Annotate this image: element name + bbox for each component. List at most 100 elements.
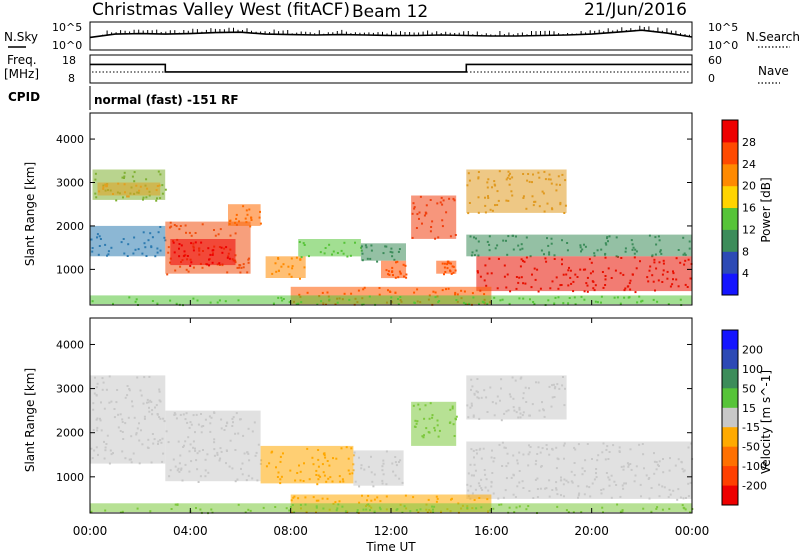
- power-speck: [298, 293, 301, 296]
- velocity-speck: [467, 416, 470, 419]
- velocity-ytick-label: 1000: [56, 471, 84, 484]
- power-speck: [238, 266, 240, 269]
- power-speck: [346, 255, 349, 258]
- velocity-speck: [126, 394, 129, 397]
- velocity-speck: [538, 409, 541, 412]
- velocity-speck: [528, 444, 530, 447]
- power-speck: [522, 197, 525, 199]
- power-speck: [411, 212, 414, 215]
- velocity-speck: [96, 429, 99, 432]
- velocity-speck: [113, 408, 116, 410]
- velocity-speck: [381, 479, 384, 482]
- power-speck: [248, 208, 251, 211]
- power-speck: [667, 303, 670, 306]
- velocity-speck: [473, 474, 475, 477]
- velocity-speck: [478, 484, 481, 487]
- power-speck: [156, 251, 159, 254]
- velocity-speck: [262, 506, 265, 509]
- velocity-speck: [148, 406, 150, 409]
- velocity-speck: [605, 472, 608, 474]
- velocity-speck: [480, 506, 483, 509]
- power-speck: [245, 209, 248, 212]
- velocity-speck: [597, 454, 600, 457]
- velocity-speck: [477, 482, 480, 485]
- power-speck: [394, 291, 397, 294]
- velocity-speck: [155, 404, 158, 407]
- velocity-speck: [595, 468, 598, 470]
- velocity-speck: [192, 440, 195, 443]
- power-speck: [178, 255, 181, 258]
- velocity-speck: [225, 425, 228, 427]
- velocity-speck: [436, 497, 439, 500]
- velocity-speck: [373, 498, 376, 501]
- power-speck: [651, 254, 654, 257]
- velocity-speck: [177, 467, 180, 470]
- power-speck: [462, 301, 465, 304]
- velocity-speck: [577, 485, 580, 488]
- power-speck: [236, 266, 239, 269]
- power-speck: [295, 256, 298, 259]
- power-speck: [586, 276, 589, 279]
- power-speck: [468, 179, 471, 182]
- velocity-speck: [404, 494, 407, 497]
- power-speck: [449, 270, 452, 273]
- velocity-speck: [548, 453, 551, 456]
- velocity-speck: [150, 401, 153, 403]
- velocity-speck: [522, 392, 525, 395]
- velocity-speck: [434, 429, 436, 432]
- velocity-speck: [522, 411, 525, 414]
- power-speck: [96, 233, 99, 236]
- power-speck: [398, 270, 401, 273]
- velocity-speck: [528, 387, 530, 390]
- power-speck: [583, 298, 586, 301]
- power-region-1: [97, 182, 161, 196]
- velocity-speck: [661, 485, 664, 488]
- velocity-colorbar-tick: 15: [742, 402, 756, 415]
- power-speck: [213, 229, 215, 231]
- velocity-speck: [506, 452, 509, 455]
- velocity-speck: [136, 376, 139, 379]
- velocity-speck: [146, 401, 148, 404]
- velocity-speck: [312, 496, 315, 499]
- power-speck: [658, 239, 661, 242]
- velocity-speck: [541, 401, 543, 404]
- velocity-speck: [206, 453, 209, 456]
- velocity-speck: [616, 503, 619, 506]
- power-speck: [521, 247, 524, 250]
- power-speck: [515, 276, 518, 278]
- velocity-speck: [621, 510, 624, 513]
- power-speck: [391, 255, 394, 258]
- power-speck: [370, 249, 373, 252]
- power-speck: [522, 195, 525, 198]
- velocity-speck: [99, 417, 101, 420]
- power-region-14: [466, 169, 567, 213]
- power-speck: [635, 250, 638, 253]
- time-axis-ticks: 00:00 04:00 08:00 12:00 16:00 20:00 00:00: [73, 300, 709, 538]
- power-speck: [161, 184, 164, 187]
- velocity-speck: [249, 509, 252, 512]
- velocity-speck: [492, 507, 495, 510]
- power-speck: [123, 175, 126, 178]
- velocity-speck: [299, 503, 302, 506]
- power-speck: [684, 259, 687, 262]
- velocity-speck: [512, 406, 515, 409]
- velocity-speck: [242, 434, 245, 437]
- power-speck: [394, 276, 397, 279]
- power-speck: [467, 172, 470, 175]
- power-speck: [487, 197, 490, 199]
- velocity-speck: [219, 457, 222, 460]
- velocity-speck: [149, 399, 152, 402]
- velocity-speck: [131, 400, 133, 403]
- velocity-speck: [121, 421, 124, 423]
- velocity-speck: [157, 440, 160, 443]
- velocity-speck: [655, 468, 658, 471]
- velocity-speck: [108, 401, 111, 404]
- power-speck: [581, 248, 584, 251]
- velocity-speck: [95, 394, 98, 397]
- velocity-speck: [315, 506, 318, 509]
- power-speck: [397, 276, 400, 279]
- velocity-speck: [662, 458, 664, 460]
- velocity-colorbar-tick: 100: [742, 363, 763, 376]
